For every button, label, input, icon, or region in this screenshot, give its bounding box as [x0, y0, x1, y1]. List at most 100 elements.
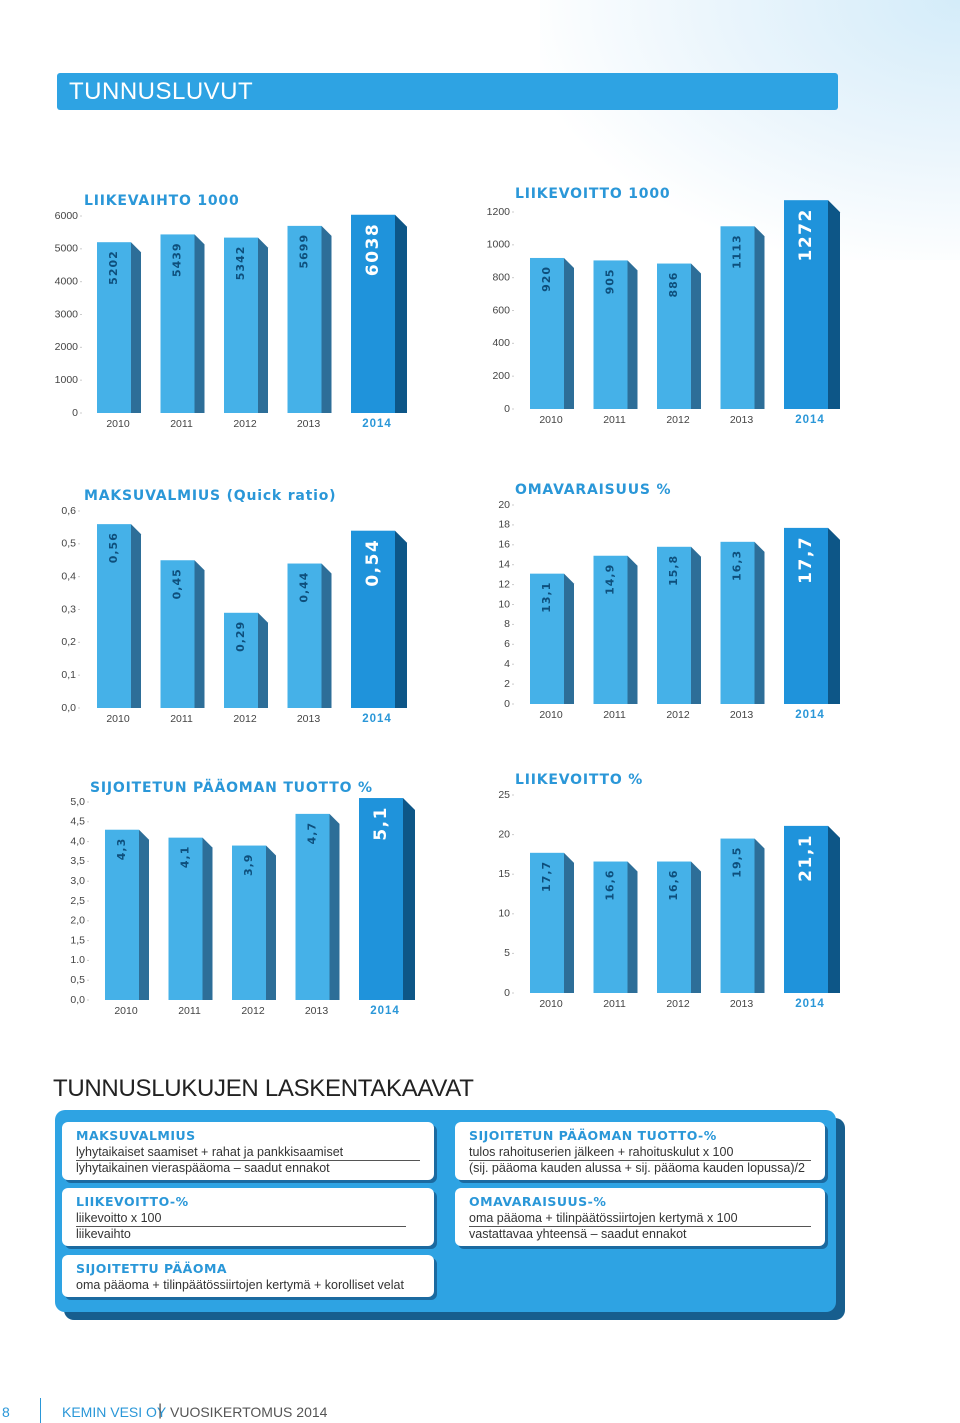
page-number: 8	[2, 1404, 10, 1420]
x-tick-label: 2010	[539, 414, 563, 426]
y-tick-label: 18	[498, 519, 510, 531]
bar	[720, 541, 755, 704]
formula-numerator: liikevoitto x 100	[76, 1211, 406, 1227]
y-tick-label: 15	[498, 868, 510, 880]
value-label: 6038	[363, 223, 383, 276]
footer-report: VUOSIKERTOMUS 2014	[170, 1404, 328, 1420]
value-label: 5342	[234, 246, 247, 281]
chart-title: LIIKEVOITTO 1000	[515, 186, 670, 202]
formula-numerator: oma pääoma + tilinpäätössiirtojen kertym…	[469, 1211, 811, 1227]
x-tick-label: 2010	[106, 713, 130, 725]
bar	[657, 263, 691, 409]
bar	[351, 214, 395, 413]
value-label: 1272	[796, 208, 816, 261]
x-tick-label: 2014	[795, 414, 825, 426]
x-tick-label: 2012	[241, 1005, 265, 1017]
y-tick-label: 3,0	[70, 875, 85, 887]
bar-side	[691, 546, 701, 704]
x-tick-label: 2014	[795, 998, 825, 1010]
bar-side	[258, 612, 268, 708]
y-tick-label: 0,0	[61, 702, 76, 714]
formula-denominator: vastattavaa yhteensä – saadut ennakot	[469, 1227, 687, 1241]
y-tick-label: 10	[498, 598, 510, 610]
y-tick-label: 0,5	[70, 974, 85, 986]
y-tick-label: 2000	[55, 341, 79, 353]
value-label: 16,6	[604, 870, 617, 901]
chart-title: OMAVARAISUUS %	[515, 482, 671, 498]
y-tick-label: 5000	[55, 243, 79, 255]
y-tick-label: 800	[492, 271, 510, 283]
bar-side	[194, 560, 205, 708]
chart-title: MAKSUVALMIUS (Quick ratio)	[84, 488, 336, 504]
value-label: 4,7	[306, 822, 319, 845]
x-tick-label: 2013	[730, 998, 754, 1010]
bar	[232, 845, 266, 1000]
formula-text: oma pääoma + tilinpäätössiirtojen kertym…	[76, 1278, 404, 1292]
bar-side	[194, 234, 205, 413]
y-tick-label: 14	[498, 558, 510, 570]
y-tick-label: 0,6	[61, 505, 76, 517]
bar	[657, 546, 691, 704]
value-label: 0,44	[298, 572, 311, 603]
formula-numerator: tulos rahoituserien jälkeen + rahoitusku…	[469, 1145, 811, 1161]
bar-side	[258, 237, 268, 413]
value-label: 19,5	[731, 847, 744, 878]
bar	[720, 838, 755, 993]
y-tick-label: 2,5	[70, 895, 85, 907]
chart-title: LIIKEVAIHTO 1000	[84, 193, 240, 209]
bar-side	[266, 845, 276, 1000]
x-tick-label: 2011	[170, 713, 193, 725]
y-tick-label: 4,5	[70, 816, 85, 828]
bar	[784, 527, 828, 704]
y-tick-label: 0,3	[61, 603, 76, 615]
value-label: 16,6	[667, 870, 680, 901]
y-tick-label: 4000	[55, 275, 79, 287]
formula-title: MAKSUVALMIUS	[76, 1128, 196, 1143]
x-tick-label: 2011	[603, 998, 626, 1010]
value-label: 4,3	[115, 838, 128, 861]
formula-box: OMAVARAISUUS-% oma pääoma + tilinpäätöss…	[455, 1188, 825, 1246]
y-tick-label: 0,4	[61, 570, 76, 582]
y-tick-label: 0	[504, 403, 510, 415]
value-label: 13,1	[540, 582, 553, 613]
value-label: 905	[604, 268, 617, 294]
bar-side	[564, 852, 574, 993]
x-tick-label: 2014	[362, 418, 392, 430]
bar	[530, 852, 564, 993]
x-tick-label: 2012	[233, 713, 257, 725]
x-tick-label: 2012	[666, 414, 690, 426]
y-tick-label: 0,2	[61, 636, 76, 648]
bar-side	[131, 242, 141, 413]
bar	[295, 813, 330, 1000]
bar	[97, 524, 131, 708]
bar-side	[627, 260, 638, 409]
y-tick-label: 5,0	[70, 796, 85, 808]
value-label: 5439	[171, 242, 184, 277]
bar-side	[139, 829, 149, 1000]
charts: LIIKEVAIHTO 1000010002000300040005000600…	[55, 186, 840, 1017]
bar	[593, 861, 628, 993]
bar	[530, 573, 564, 704]
value-label: 17,7	[796, 536, 816, 584]
y-tick-label: 4,0	[70, 835, 85, 847]
y-tick-label: 20	[498, 828, 510, 840]
y-tick-label: 3,5	[70, 855, 85, 867]
bar-side	[754, 838, 765, 993]
y-tick-label: 1.0	[70, 954, 85, 966]
bar-side	[131, 524, 141, 708]
header-title: TUNNUSLUVUT	[57, 73, 838, 110]
formula-numerator: lyhytaikaiset saamiset + rahat ja pankki…	[76, 1145, 420, 1161]
value-label: 14,9	[604, 564, 617, 595]
bar	[97, 242, 131, 413]
value-label: 0,29	[234, 621, 247, 652]
bar	[224, 612, 258, 708]
bar-side	[403, 798, 415, 1000]
bar	[359, 798, 403, 1000]
bar-side	[321, 225, 332, 413]
bar-side	[754, 226, 765, 409]
bar	[530, 257, 564, 409]
y-tick-label: 0,1	[61, 669, 76, 681]
value-label: 5699	[298, 234, 311, 269]
bar	[720, 226, 755, 409]
bar-side	[627, 861, 638, 993]
